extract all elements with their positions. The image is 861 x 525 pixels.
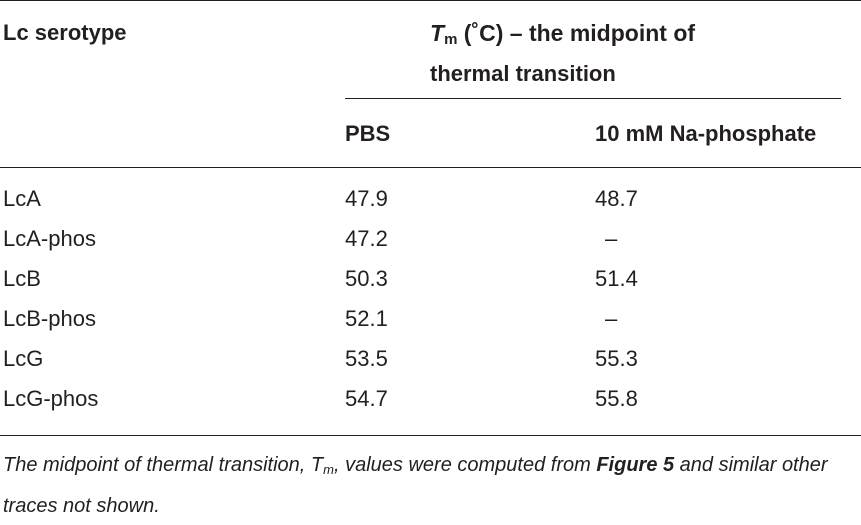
cell-pbs: 47.2	[345, 226, 388, 251]
cell-serotype: LcB	[3, 266, 41, 291]
cell-pbs: 54.7	[345, 386, 388, 411]
cell-na-phosphate: 55.3	[595, 346, 638, 371]
cell-pbs: 53.5	[345, 346, 388, 371]
column-group-title-line2: thermal transition	[430, 61, 616, 86]
cell-na-phosphate: 48.7	[595, 186, 638, 211]
tm-symbol: T	[430, 20, 445, 46]
cell-serotype: LcA-phos	[3, 226, 96, 251]
column-group-rule	[345, 98, 841, 99]
footnote-text: The midpoint of thermal transition,	[3, 454, 311, 476]
table-top-rule	[0, 0, 861, 1]
cell-na-phosphate: 51.4	[595, 266, 638, 291]
tm-subscript: m	[444, 31, 458, 48]
cell-serotype: LcG-phos	[3, 386, 99, 411]
cell-na-phosphate: 55.8	[595, 386, 638, 411]
column-header-pbs: PBS	[345, 121, 391, 146]
column-header-serotype: Lc serotype	[3, 20, 127, 45]
cell-na-phosphate: –	[605, 226, 618, 251]
cell-serotype: LcA	[3, 186, 41, 211]
cell-na-phosphate: –	[605, 306, 618, 331]
header-bottom-rule	[0, 167, 861, 168]
footnote-text: and similar other traces not shown.	[3, 454, 828, 517]
table-footnote: The midpoint of thermal transition, Tm, …	[3, 447, 861, 525]
cell-serotype: LcG	[3, 346, 44, 371]
table-bottom-rule	[0, 435, 861, 436]
cell-serotype: LcB-phos	[3, 306, 96, 331]
figure-reference: Figure 5	[596, 454, 675, 476]
footnote-tm-subscript: m	[323, 462, 334, 477]
cell-pbs: 52.1	[345, 306, 388, 331]
cell-pbs: 50.3	[345, 266, 388, 291]
cell-pbs: 47.9	[345, 186, 388, 211]
column-group-title: Tm (˚C) – the midpoint of	[430, 14, 695, 59]
footnote-text: , values were computed from	[333, 454, 597, 476]
column-group-title-rest: (˚C) – the midpoint of	[463, 20, 696, 46]
footnote-tm-symbol: T	[310, 454, 324, 476]
column-header-na-phosphate: 10 mM Na-phosphate	[595, 121, 817, 146]
